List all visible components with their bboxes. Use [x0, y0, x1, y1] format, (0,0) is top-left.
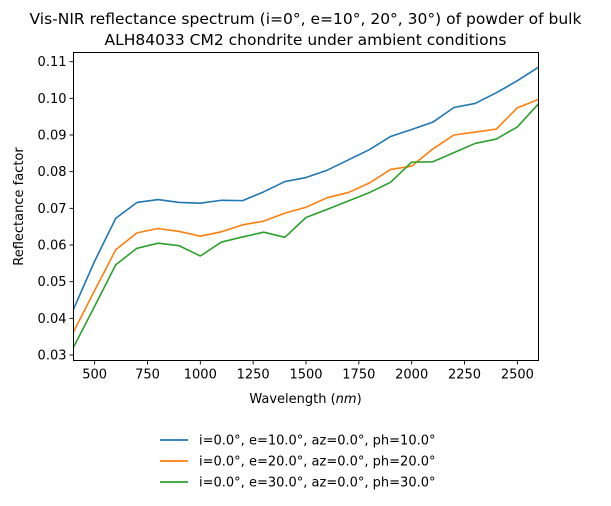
- y-tick-label: 0.09: [38, 129, 67, 144]
- x-tick-label: 1250: [237, 368, 270, 383]
- y-tick-label: 0.11: [38, 55, 67, 70]
- x-tick-label: 1000: [184, 368, 217, 383]
- legend-label-2: i=0.0°, e=20.0°, az=0.0°, ph=20.0°: [199, 455, 436, 470]
- y-tick-label: 0.06: [38, 239, 67, 254]
- chart-title-line-2: ALH84033 CM2 chondrite under ambient con…: [105, 31, 507, 49]
- legend-label-3: i=0.0°, e=30.0°, az=0.0°, ph=30.0°: [199, 476, 436, 491]
- x-tick-label: 2000: [395, 368, 428, 383]
- plot-frame: [73, 52, 539, 361]
- x-tick-label: 1500: [289, 368, 322, 383]
- x-tick-label: 750: [135, 368, 160, 383]
- series-layer: [72, 66, 540, 348]
- legend-label-1: i=0.0°, e=10.0°, az=0.0°, ph=10.0°: [199, 434, 436, 449]
- y-tick-label: 0.03: [38, 349, 67, 364]
- y-tick-label: 0.04: [38, 312, 67, 327]
- x-axis-label: Wavelength (nm): [249, 392, 361, 407]
- series-line-1: [72, 66, 539, 310]
- x-tick-label: 1750: [342, 368, 375, 383]
- y-tick-label: 0.10: [38, 92, 67, 107]
- y-tick-label: 0.07: [38, 202, 67, 217]
- series-line-3: [72, 103, 540, 348]
- series-line-2: [72, 98, 539, 333]
- x-tick-label: 500: [82, 368, 107, 383]
- x-tick-label: 2250: [448, 368, 481, 383]
- x-tick-label: 2500: [501, 368, 534, 383]
- legend: i=0.0°, e=10.0°, az=0.0°, ph=10.0° i=0.0°…: [160, 434, 436, 491]
- chart-title-line-1: Vis-NIR reflectance spectrum (i=0°, e=10…: [30, 10, 582, 28]
- y-tick-label: 0.05: [38, 275, 67, 290]
- y-tick-label: 0.08: [38, 165, 67, 180]
- tick-layer: 500 750 1000 1250 1500 1750 2000 2250 2500 0.03 0.…: [38, 55, 534, 382]
- y-axis-label: Reflectance factor: [12, 147, 27, 266]
